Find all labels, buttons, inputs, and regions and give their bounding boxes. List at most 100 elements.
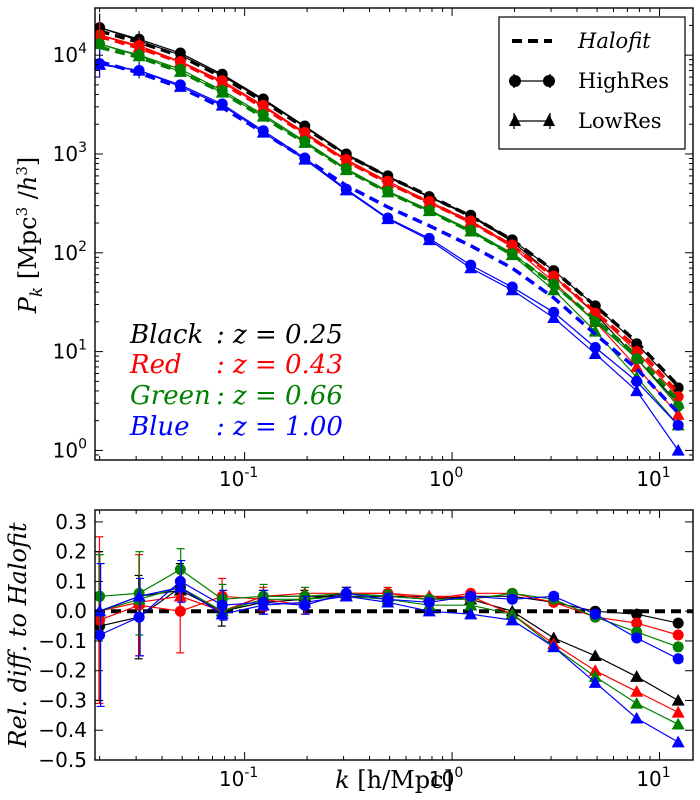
highres-point-z-0_25 [631,338,643,350]
lowres-point-z-0_43 [298,127,312,139]
annotation-blue-name: Blue [129,412,190,442]
rel-lowres-point-z-1 [95,604,107,617]
lowres-point-z-0_66 [339,163,353,176]
rel-lowres-point-z-1 [132,589,146,602]
rel-highres-point-z-0_43 [174,605,186,617]
rel-highres-point-z-0_25 [631,608,643,620]
rel-lowres-point-z-0_66 [671,717,685,730]
rel-highres-point-z-0_43 [672,629,684,641]
legend-highres-swatch [509,74,555,88]
rel-highres-point-z-1 [95,629,106,641]
lowres-point-z-1 [339,183,353,196]
annotation-blue-value: z = 1.00 [232,412,343,442]
rel-highres-point-z-1 [257,596,269,608]
rel-highres-point-z-1 [506,593,518,605]
bottom-y-tick-label: 0.2 [55,540,87,564]
lowres-point-z-0_43 [464,215,478,228]
rel-lowres-point-z-1 [630,711,644,724]
rel-lowres-point-z-0_43 [173,589,187,602]
annotation-black-name: Black [129,320,203,350]
lowres-point-z-0_43 [339,154,353,167]
redshift-annotations: Black : z = 0.25 Red : z = 0.43 Green : … [129,320,343,442]
rel-highres-point-z-1 [174,575,186,587]
annotation-blue-colon: : [216,412,225,442]
rel-highres-point-z-1 [548,590,560,602]
bottom-y-tick-label: −0.5 [38,748,87,772]
lowres-point-z-0_66 [422,204,436,217]
lowres-point-z-0_66 [173,65,187,77]
lowres-point-z-0_43 [630,360,644,373]
lowres-point-z-0_43 [95,28,107,41]
rel-highres-point-z-1 [423,596,435,608]
top-x-tick-label: 100 [429,465,463,491]
bottom-x-tick-label: 10-1 [219,765,258,791]
bottom-y-tick-label: −0.2 [38,659,87,683]
rel-highres-point-z-0_43 [631,617,643,629]
annotation-green-name: Green [130,381,211,411]
legend-lowres-swatch [509,113,555,129]
rel-lowres-point-z-0_66 [505,607,519,620]
lowres-point-z-1 [256,125,270,138]
lowres-point-z-0_66 [588,324,602,337]
bottom-y-tick-label: −0.1 [38,629,87,653]
lowres-point-z-1 [505,283,519,296]
bottom-y-tick-label: 0.0 [55,599,87,623]
lowres-point-z-0_66 [298,136,312,148]
top-y-tick-label: 100 [53,436,87,462]
rel-highres-point-z-1 [465,590,477,602]
rel-lowres-point-z-1 [505,613,519,626]
lowres-point-z-0_43 [422,196,436,209]
bottom-y-tick-label: −0.3 [38,688,87,712]
annotation-red-name: Red [129,350,182,380]
relative-difference-series [95,536,693,748]
rel-lowres-point-z-1 [215,607,229,620]
lowres-point-z-1 [132,63,146,76]
highres-point-z-0_66 [589,316,601,328]
annotation-red-colon: : [216,350,225,380]
highres-point-z-0_25 [672,382,684,394]
lowres-point-z-1 [215,98,229,111]
lowres-point-z-0_43 [132,40,146,53]
power-spectrum-axes-frame [94,7,694,461]
lowres-point-z-0_66 [505,248,519,261]
power-spectrum-y-label: Pk [Mpc3 /h3] [13,157,47,315]
top-y-tick-label: 103 [53,140,87,166]
rel-lowres-point-z-0_25 [630,670,644,682]
rel-highres-point-z-1 [133,611,145,623]
lowres-point-z-1 [95,58,107,70]
rel-lowres-point-z-1 [422,604,436,617]
lowres-point-z-1 [464,261,478,274]
rel-highres-point-z-1 [299,599,311,611]
halofit-line-z-1 [99,59,680,415]
rel-highres-point-z-0_66 [95,590,106,602]
rel-highres-point-z-1 [672,653,684,665]
lowres-point-z-1 [298,152,312,165]
rel-highres-point-z-1 [216,599,228,611]
svg-text:Pk [Mpc3 /h3]: Pk [Mpc3 /h3] [13,157,47,315]
relative-difference-y-label: Rel. diff. to Halofit [4,522,32,749]
rel-lowres-point-z-1 [671,735,685,748]
lowres-point-z-0_66 [547,283,561,296]
lowres-point-z-0_66 [381,185,395,198]
highres-point-z-1 [672,419,684,431]
lowres-point-z-0_43 [381,176,395,189]
legend-highres-label: HighRes [578,69,669,93]
rel-lowres-point-z-0_43 [588,664,602,676]
rel-lowres-point-z-0_43 [630,685,644,697]
annotation-black-value: z = 0.25 [232,320,343,350]
bottom-y-tick-label: 0.1 [55,569,87,593]
rel-highres-point-z-1 [631,632,643,644]
rel-highres-point-z-1 [340,587,352,599]
rel-highres-point-z-0_25 [672,617,684,629]
rel-lowres-point-z-0_66 [588,670,602,682]
lowres-point-z-0_66 [132,49,146,62]
top-y-tick-label: 104 [53,41,87,67]
highres-point-z-0_66 [631,353,643,365]
rel-lowres-point-z-1 [588,676,602,688]
lowres-point-z-1 [547,311,561,323]
lowres-point-z-1 [422,233,436,246]
lowres-point-z-0_66 [215,85,229,98]
rel-lowres-point-z-0_43 [671,705,685,718]
